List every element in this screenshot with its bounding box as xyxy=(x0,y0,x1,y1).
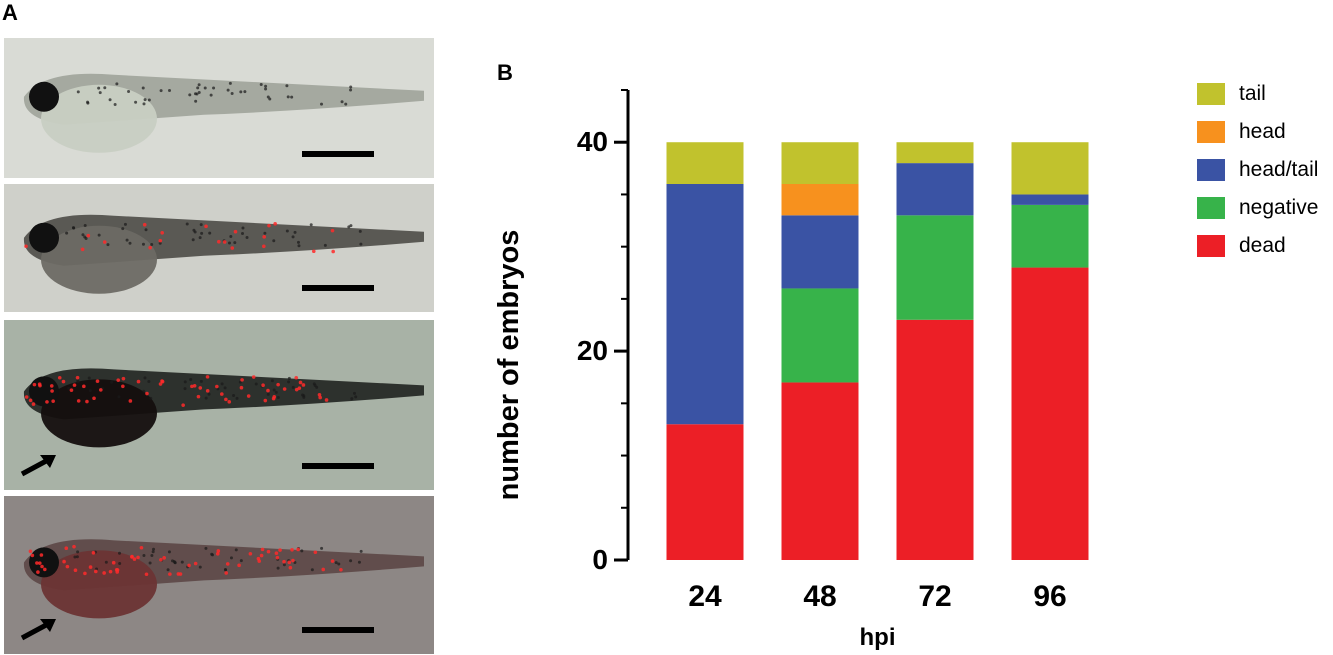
legend-label: head xyxy=(1239,120,1286,143)
bar-segment-dead-24 xyxy=(666,424,744,560)
bar-segment-head-tail-96 xyxy=(1011,194,1089,205)
scale-bar xyxy=(302,285,374,291)
legend-swatch xyxy=(1197,197,1225,219)
panel-a-label: A xyxy=(2,0,18,25)
legend-label: tail xyxy=(1239,82,1266,105)
bar-segment-head-tail-24 xyxy=(666,184,744,425)
legend-label: dead xyxy=(1239,234,1286,257)
x-tick-label: 24 xyxy=(688,580,722,613)
bar-segment-negative-96 xyxy=(1011,204,1089,268)
bar-segment-tail-48 xyxy=(781,142,859,184)
fish-eye xyxy=(29,222,59,253)
microscopy-image-4 xyxy=(4,496,434,654)
bar-segment-tail-72 xyxy=(896,142,974,164)
fish-yolk xyxy=(41,225,157,294)
legend-swatch xyxy=(1197,83,1225,105)
bar-segment-negative-72 xyxy=(896,215,974,320)
fish-eye xyxy=(29,376,59,407)
x-tick-label: 72 xyxy=(918,580,951,613)
panel-b-label: B xyxy=(497,60,513,85)
fish-yolk xyxy=(41,84,157,153)
legend-item-head-tail: head/tail xyxy=(1197,151,1318,189)
bar-segment-tail-24 xyxy=(666,142,744,184)
microscopy-image-2 xyxy=(4,184,434,312)
bar-segment-tail-96 xyxy=(1011,142,1089,195)
bar-segment-dead-72 xyxy=(896,319,974,560)
legend-swatch xyxy=(1197,159,1225,181)
fish-yolk xyxy=(41,550,157,619)
arrow-icon xyxy=(20,621,50,641)
stacked-bar-chart: 0 20 40 24 48 72 96 hpi number of embryos xyxy=(493,89,1089,651)
microscopy-image-1 xyxy=(4,38,434,178)
bar-segment-negative-48 xyxy=(781,288,859,383)
chart-legend: tail head head/tail negative dead xyxy=(1197,75,1318,265)
legend-swatch xyxy=(1197,121,1225,143)
legend-swatch xyxy=(1197,235,1225,257)
arrow-head-icon xyxy=(40,455,56,468)
fish-eye xyxy=(29,547,59,578)
bar-segment-head-tail-72 xyxy=(896,163,974,216)
bar-segment-dead-96 xyxy=(1011,267,1089,560)
x-axis-label: hpi xyxy=(860,624,896,651)
arrow-head-icon xyxy=(40,619,56,632)
y-tick-label: 0 xyxy=(592,544,608,575)
legend-label: negative xyxy=(1239,196,1319,219)
arrow-icon xyxy=(20,457,50,477)
x-tick-label: 48 xyxy=(803,580,836,613)
x-tick-label: 96 xyxy=(1033,580,1066,613)
legend-item-negative: negative xyxy=(1197,189,1318,227)
y-tick-label: 20 xyxy=(577,335,608,366)
fish-yolk xyxy=(41,379,157,448)
legend-item-tail: tail xyxy=(1197,75,1318,113)
scale-bar xyxy=(302,627,374,633)
bar-segment-head-tail-48 xyxy=(781,215,859,289)
legend-item-head: head xyxy=(1197,113,1318,151)
legend-item-dead: dead xyxy=(1197,227,1318,265)
y-axis-label: number of embryos xyxy=(493,230,525,501)
legend-label: head/tail xyxy=(1239,158,1319,181)
scale-bar xyxy=(302,463,374,469)
bar-segment-dead-48 xyxy=(781,382,859,560)
microscopy-image-3 xyxy=(4,320,434,490)
bar-segment-head-48 xyxy=(781,184,859,216)
y-tick-label: 40 xyxy=(577,126,608,157)
fish-eye xyxy=(29,81,59,112)
scale-bar xyxy=(302,151,374,157)
